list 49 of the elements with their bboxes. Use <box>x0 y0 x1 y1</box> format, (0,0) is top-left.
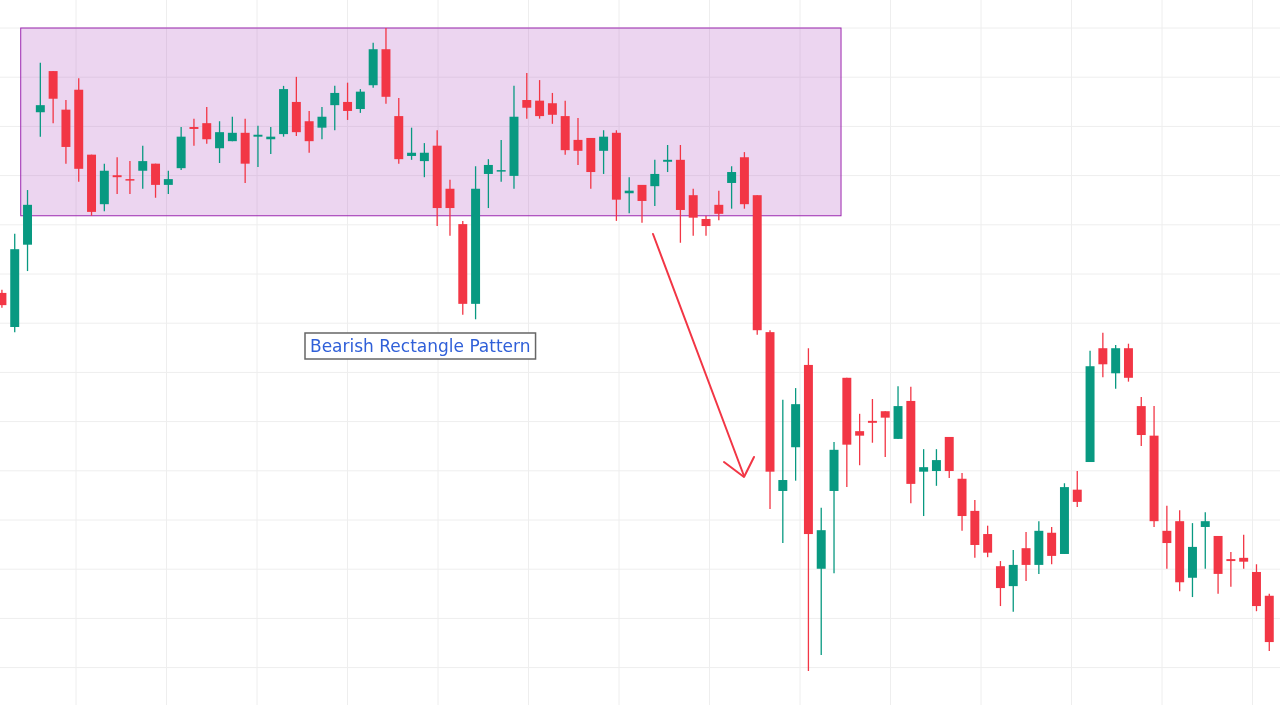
candlestick <box>1072 470 1082 508</box>
annotation: Bearish Rectangle Pattern <box>310 336 531 356</box>
candlestick <box>727 165 737 210</box>
candlestick <box>919 448 929 517</box>
candlestick <box>419 142 429 178</box>
candlestick <box>1021 531 1031 582</box>
candlestick <box>407 127 417 161</box>
candlestick <box>215 120 225 164</box>
candlestick <box>599 129 609 175</box>
candlestick <box>227 116 237 142</box>
candlestick <box>496 139 506 183</box>
candlestick <box>138 145 148 190</box>
candlestick <box>1239 534 1249 570</box>
candlestick <box>317 106 327 140</box>
candlestick <box>688 188 698 237</box>
candlestick <box>855 413 865 466</box>
candlestick <box>880 410 890 458</box>
candlestick <box>522 72 532 120</box>
candlestick <box>535 79 545 120</box>
candlestick <box>931 448 941 487</box>
candlestick <box>1200 511 1210 570</box>
candlestick <box>35 62 45 138</box>
candlestick <box>714 190 724 221</box>
candlestick <box>995 560 1005 607</box>
candlestick <box>253 125 263 168</box>
candlestick <box>330 85 340 131</box>
candlestick <box>151 163 161 199</box>
candlestick <box>189 118 199 147</box>
candlestick <box>1047 526 1057 565</box>
candlestick <box>778 399 788 544</box>
candlestick <box>163 170 173 195</box>
candlestick <box>202 106 212 145</box>
candlestick <box>483 158 493 209</box>
candlestick <box>663 144 673 173</box>
candlestick <box>983 525 993 558</box>
candlestick <box>573 117 583 166</box>
candlestick <box>1226 551 1236 588</box>
candlestick <box>125 160 135 195</box>
candlestick <box>445 179 455 237</box>
candlestick <box>1008 549 1018 613</box>
candlestick <box>304 110 314 154</box>
candlestick <box>112 156 122 195</box>
candlestick <box>1098 332 1108 378</box>
candlestick <box>867 398 877 444</box>
candlestick <box>343 82 353 121</box>
candlestick <box>1162 505 1172 570</box>
candlestick <box>650 159 660 207</box>
candlestick <box>547 92 557 125</box>
candlestick <box>355 88 365 114</box>
